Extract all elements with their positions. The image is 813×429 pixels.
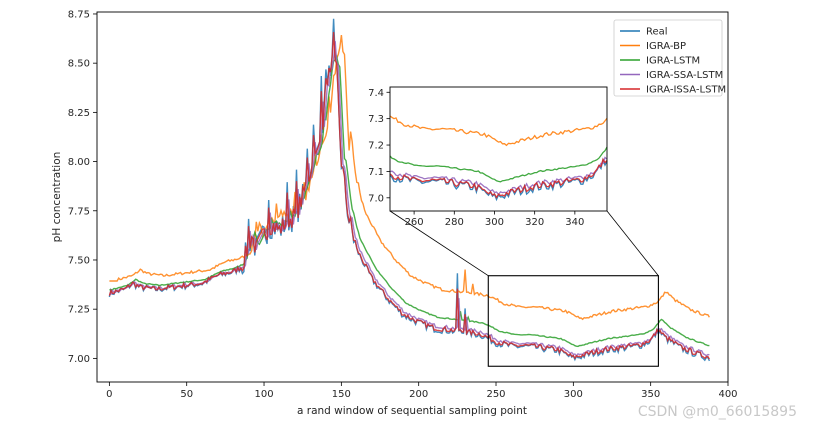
main-line-igra-bp [109,35,710,321]
inset-x-tick-label: 260 [405,217,424,228]
x-tick-label: 400 [718,389,737,400]
x-tick-label: 0 [106,389,112,400]
inset-y-tick-label: 7.3 [368,114,384,125]
legend: Real IGRA-BP IGRA-LSTM IGRA-SSA-LSTM IGRA-IS… [613,19,726,97]
x-tick-label: 300 [564,389,583,400]
inset-plot-lines [389,115,608,202]
y-tick-label: 7.75 [68,206,90,217]
y-tick-label: 8.50 [68,59,90,70]
inset-axis-ticks: 260 280 300 320 340 7.0 7.1 7.2 7.3 7.4 [368,88,584,228]
y-tick-label: 7.00 [68,354,90,365]
legend-label: IGRA-SSA-LSTM [646,70,723,81]
y-tick-label: 8.00 [68,157,90,168]
x-tick-label: 150 [332,389,351,400]
y-axis-label: pH concentration [51,152,63,243]
main-plot-lines [108,18,711,362]
y-tick-label: 7.25 [68,305,90,316]
legend-label: Real [646,27,668,38]
legend-label: IGRA-BP [646,41,686,52]
inset-line-igra-bp [389,115,608,147]
x-tick-label: 100 [254,389,273,400]
inset-y-tick-label: 7.4 [368,88,384,99]
x-tick-label: 350 [641,389,660,400]
inset-x-tick-label: 280 [445,217,464,228]
y-tick-label: 7.50 [68,255,90,266]
x-tick-label: 200 [409,389,428,400]
inset-line-igra-lstm [389,146,608,183]
zoom-connector-left [389,210,489,277]
inset-y-tick-label: 7.1 [368,167,384,178]
zoom-box [487,275,659,367]
inset-y-tick-label: 7.0 [368,193,384,204]
watermark: CSDN @m0_66015895 [637,404,797,420]
x-axis-label: a rand window of sequential sampling poi… [297,405,527,417]
legend-label: IGRA-LSTM [646,56,700,67]
legend-label: IGRA-ISSA-LSTM [646,85,726,96]
x-tick-label: 50 [180,389,193,400]
main-plot-frame [96,11,729,383]
y-tick-label: 8.25 [68,108,90,119]
inset-background [390,87,607,211]
zoom-connector-right [606,210,659,276]
inset-frame [389,86,608,212]
main-line-igra-issa-lstm [108,32,711,360]
y-tick-label: 8.75 [68,9,90,20]
inset-x-tick-label: 320 [525,217,544,228]
x-tick-label: 250 [486,389,505,400]
legend-box [613,19,723,97]
inset-line-igra-issa-lstm [389,157,608,199]
inset-y-tick-label: 7.2 [368,141,384,152]
inset-x-tick-label: 300 [485,217,504,228]
inset-x-tick-label: 340 [565,217,584,228]
main-axis-ticks: 0 50 100 150 200 250 300 350 400 7.00 7.25 7.50 7.75… [68,9,738,400]
